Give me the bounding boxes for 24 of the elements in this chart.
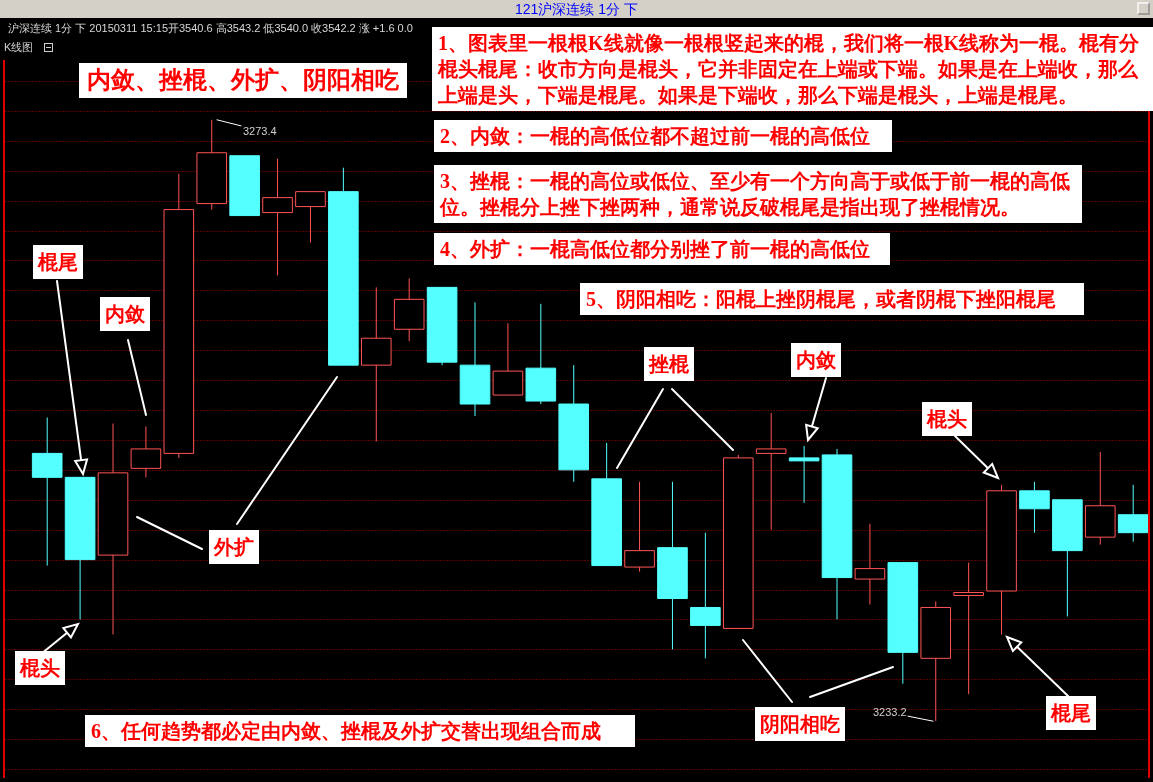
annotation: 棍头 xyxy=(922,402,972,436)
annotation: 5、阴阳相吃：阳棍上挫阴棍尾，或者阴棍下挫阳棍尾 xyxy=(580,283,1084,315)
annotation: 内敛、挫棍、外扩、阴阳相吃 xyxy=(79,63,407,98)
text: K线图 xyxy=(4,41,34,54)
annotation: 阴阳相吃 xyxy=(755,707,845,741)
candlestick xyxy=(262,158,293,276)
annotation: 3233.2 xyxy=(873,706,907,719)
candlestick xyxy=(788,445,820,504)
annotation: 3273.4 xyxy=(243,124,277,137)
annotation: 棍尾 xyxy=(1046,696,1096,730)
annotation: 挫棍 xyxy=(644,347,694,381)
annotation: 3、挫棍：一棍的高位或低位、至少有一个方向高于或低于前一棍的高低位。挫棍分上挫下挫两种，通常说反破棍尾是指出现了挫棍情况。 xyxy=(434,165,1082,223)
annotation: 1、图表里一根根K线就像一根根竖起来的棍，我们将一根K线称为一棍。棍有分棍头棍尾：收市方向是棍头，它并非固定在上端或下端。如果是在上端收，那么上端是头，下端是棍尾。如果是下端收，那么下端是棍头，上端是棍尾。 xyxy=(432,27,1153,111)
annotation: 2、内敛：一棍的高低位都不超过前一棍的高低位 xyxy=(434,120,892,152)
annotation: 棍头 xyxy=(15,651,65,685)
annotation: 内敛 xyxy=(791,343,841,377)
annotation: 外扩 xyxy=(209,530,259,564)
annotation: 棍尾 xyxy=(33,245,83,279)
annotation: 6、任何趋势都必定由内敛、挫棍及外扩交替出现组合而成 xyxy=(85,715,635,747)
candlestick xyxy=(953,562,984,695)
annotation: 4、外扩：一棍高低位都分别挫了前一棍的高低位 xyxy=(434,233,890,265)
candlestick xyxy=(755,412,787,531)
annotation: 内敛 xyxy=(100,297,150,331)
chart-subtitle: 沪深连续 1分 下 20150311 15:15开3540.6 高3543.2 低3540.0 收3542.2 涨 +1.6 0.0 xyxy=(8,22,413,35)
